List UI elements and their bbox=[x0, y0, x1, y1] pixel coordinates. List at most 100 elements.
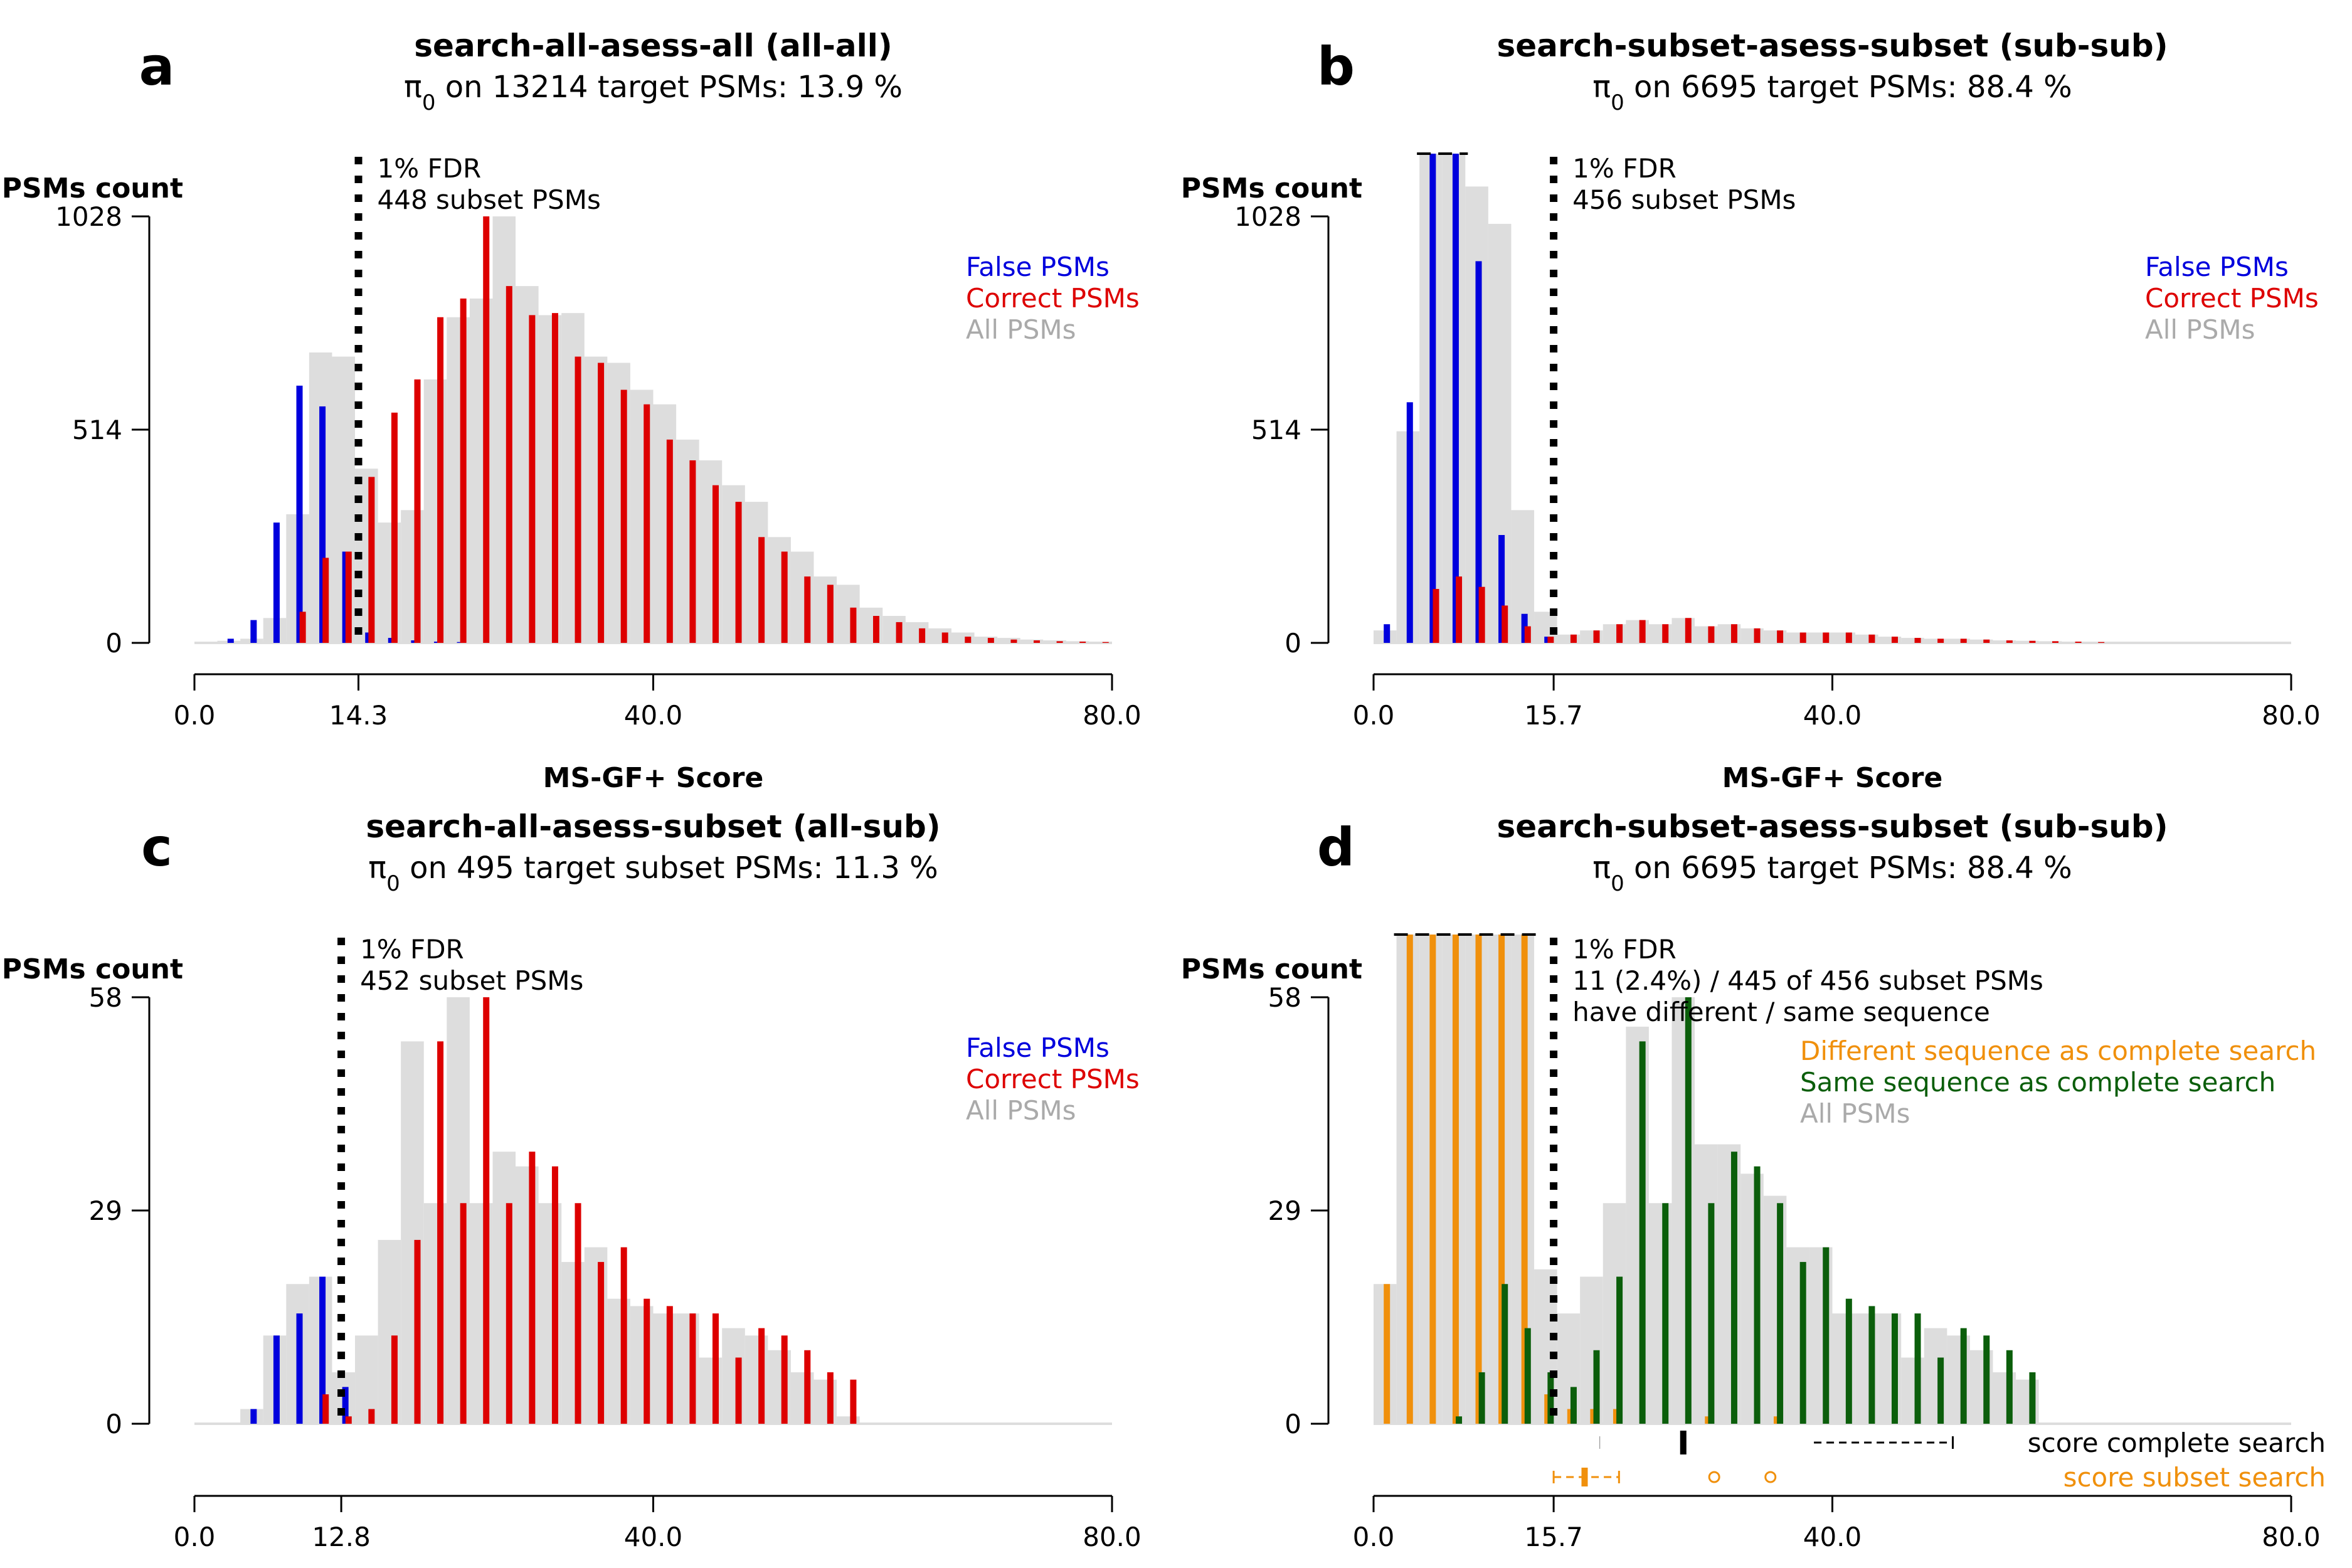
correct-psms-bar bbox=[644, 404, 650, 643]
same-sequence-as-complete-search-bar bbox=[1593, 1350, 1600, 1424]
correct-psms-bar bbox=[689, 1313, 696, 1424]
correct-psms-bar bbox=[827, 585, 834, 643]
false-psms-bar bbox=[1452, 154, 1459, 643]
correct-psms-bar bbox=[781, 551, 788, 643]
correct-psms-bar bbox=[551, 1166, 558, 1424]
y-tick-label: 0 bbox=[1285, 628, 1301, 659]
panel-subtitle: π0 on 13214 target PSMs: 13.9 % bbox=[404, 70, 903, 115]
correct-psms-bar bbox=[1730, 624, 1737, 643]
correct-psms-bar bbox=[506, 1203, 512, 1424]
same-sequence-as-complete-search-bar bbox=[1845, 1298, 1852, 1424]
correct-psms-bar bbox=[437, 317, 444, 644]
y-tick-label: 29 bbox=[1268, 1195, 1301, 1226]
x-axis-label: MS-GF+ Score bbox=[543, 762, 764, 794]
boxplot bbox=[1552, 1468, 1777, 1486]
panel-b: b search-subset-asess-subset (sub-sub) π0 … bbox=[1181, 28, 2321, 794]
subtitle-subscript: 0 bbox=[386, 871, 400, 896]
boxplot-label: score subset search bbox=[2063, 1462, 2326, 1493]
correct-psms-bar bbox=[575, 356, 581, 643]
different-sequence-as-complete-search-bar bbox=[1475, 935, 1482, 1424]
correct-psms-bar bbox=[1708, 626, 1715, 643]
x-tick-label: 0.0 bbox=[174, 1522, 216, 1552]
x-tick-label: 15.7 bbox=[1524, 700, 1583, 731]
correct-psms-bar bbox=[965, 637, 972, 643]
correct-psms-bar bbox=[689, 460, 696, 643]
panel-title: search-all-asess-subset (all-sub) bbox=[366, 808, 940, 845]
y-axis-label: PSMs count bbox=[1181, 953, 1362, 985]
boxplot-outlier bbox=[1764, 1471, 1777, 1483]
panel-c: c search-all-asess-subset (all-sub)π0 on … bbox=[2, 808, 1142, 1552]
fdr-annotation: 448 subset PSMs bbox=[378, 184, 601, 215]
subtitle-pi: π bbox=[404, 70, 422, 105]
false-psms-bar bbox=[342, 551, 349, 643]
correct-psms-bar bbox=[1685, 618, 1692, 643]
correct-psms-bar bbox=[1478, 586, 1485, 643]
subtitle-subscript: 0 bbox=[1611, 90, 1624, 115]
correct-psms-bar bbox=[758, 537, 765, 643]
all-psms-bar bbox=[1878, 637, 1902, 643]
same-sequence-as-complete-search-bar bbox=[1891, 1313, 1898, 1424]
same-sequence-as-complete-search-bar bbox=[1799, 1262, 1806, 1424]
x-tick-label: 80.0 bbox=[1083, 700, 1142, 731]
all-psms-bar bbox=[2107, 642, 2131, 643]
false-psms-bar bbox=[433, 642, 440, 643]
panel-d: d search-subset-asess-subset (sub-sub) π0 … bbox=[1181, 808, 2326, 1552]
all-psms-bar bbox=[2176, 642, 2200, 643]
different-sequence-as-complete-search-bar bbox=[1613, 1409, 1619, 1424]
different-sequence-as-complete-search-bar bbox=[1567, 1409, 1574, 1424]
subtitle-pi: π bbox=[1592, 850, 1611, 886]
legend-entry: False PSMs bbox=[966, 1032, 1110, 1063]
y-axis-label: PSMs count bbox=[2, 172, 183, 204]
panel-a: a search-all-asess-all (all-all)π0 on 132… bbox=[2, 28, 1142, 794]
panel-subtitle: π0 on 6695 target PSMs: 88.4 % bbox=[1592, 70, 2072, 115]
correct-psms-bar bbox=[414, 379, 421, 643]
false-psms-bar bbox=[1475, 261, 1482, 643]
legend-entry: Different sequence as complete search bbox=[1800, 1036, 2316, 1066]
same-sequence-as-complete-search-bar bbox=[1868, 1306, 1875, 1424]
y-axis-label: PSMs count bbox=[2, 953, 183, 985]
subtitle-text: on 6695 target PSMs: 88.4 % bbox=[1624, 850, 2072, 886]
correct-psms-bar bbox=[1010, 639, 1017, 643]
same-sequence-as-complete-search-bar bbox=[2006, 1350, 2013, 1424]
correct-psms-bar bbox=[620, 1247, 627, 1424]
different-sequence-as-complete-search-bar bbox=[1406, 935, 1413, 1424]
x-tick-label: 80.0 bbox=[2262, 700, 2321, 731]
correct-psms-bar bbox=[620, 389, 627, 643]
all-psms-bar bbox=[1947, 638, 1970, 643]
legend-entry: Correct PSMs bbox=[966, 1064, 1140, 1094]
legend-entry: All PSMs bbox=[966, 1095, 1076, 1126]
x-tick-label: 40.0 bbox=[624, 700, 683, 731]
panel-letter: d bbox=[1317, 817, 1355, 878]
all-psms-bar bbox=[1089, 642, 1112, 643]
boxplot-outlier bbox=[1708, 1471, 1720, 1483]
y-tick-label: 1028 bbox=[55, 201, 122, 232]
correct-psms-bar bbox=[1937, 638, 1944, 643]
correct-psms-bar bbox=[1056, 641, 1063, 643]
false-psms-bar bbox=[250, 620, 257, 643]
y-tick-label: 58 bbox=[89, 982, 122, 1013]
correct-psms-bar bbox=[1639, 620, 1646, 643]
subtitle-subscript: 0 bbox=[1611, 871, 1624, 896]
all-psms-bar bbox=[997, 638, 1020, 643]
all-psms-bar bbox=[2084, 642, 2108, 643]
same-sequence-as-complete-search-bar bbox=[1456, 1416, 1463, 1424]
legend-entry: All PSMs bbox=[1800, 1098, 1910, 1129]
false-psms-bar bbox=[1498, 535, 1505, 643]
correct-psms-bar bbox=[896, 622, 903, 643]
x-axis-label: MS-GF+ Score bbox=[1722, 762, 1943, 794]
correct-psms-bar bbox=[1034, 640, 1041, 643]
correct-psms-bar bbox=[345, 1416, 352, 1424]
all-psms-bar bbox=[2153, 642, 2177, 643]
correct-psms-bar bbox=[1777, 630, 1784, 643]
same-sequence-as-complete-search-bar bbox=[1524, 1328, 1531, 1424]
x-tick-label: 80.0 bbox=[1083, 1522, 1142, 1552]
correct-psms-bar bbox=[2075, 642, 2082, 643]
correct-psms-bar bbox=[873, 616, 880, 643]
y-tick-label: 514 bbox=[1251, 415, 1301, 445]
correct-psms-bar bbox=[781, 1335, 788, 1424]
correct-psms-bar bbox=[2029, 640, 2036, 643]
correct-psms-bar bbox=[1524, 626, 1531, 643]
x-tick-label: 12.8 bbox=[312, 1522, 371, 1552]
correct-psms-bar bbox=[1662, 624, 1669, 643]
